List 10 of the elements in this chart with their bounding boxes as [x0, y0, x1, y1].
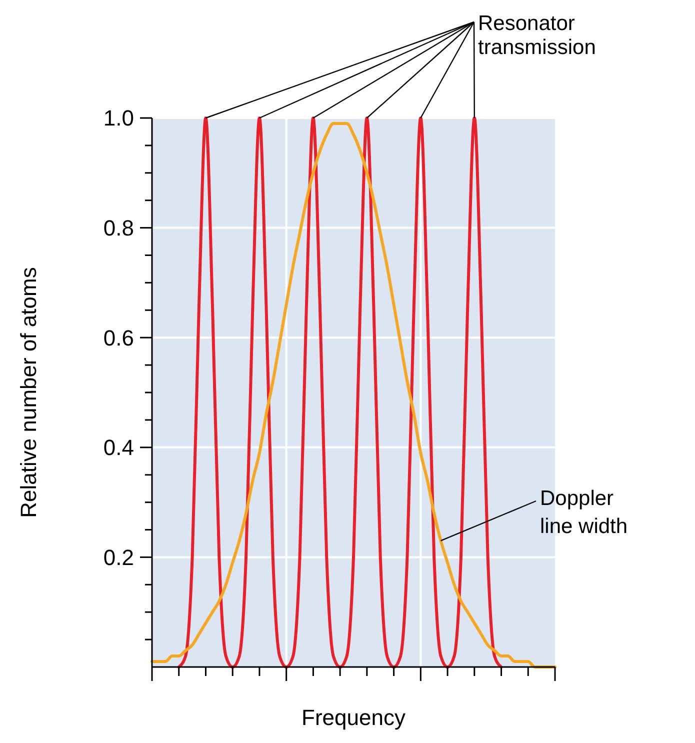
annotation: Doppler line width	[540, 487, 628, 538]
y-tick-label: 0.8	[103, 216, 134, 240]
line-series	[177, 116, 503, 668]
y-tick-label: 0.2	[103, 544, 134, 570]
y-tick-label: 0.6	[103, 325, 134, 350]
x-axis-title: Frequency	[302, 705, 406, 730]
text: Resonator transmission	[478, 12, 596, 59]
y-tick-label: 1.0	[103, 106, 134, 131]
y-axis-title: Relative number of atoms	[16, 267, 41, 518]
y-tick-label: 0.4	[103, 435, 134, 460]
